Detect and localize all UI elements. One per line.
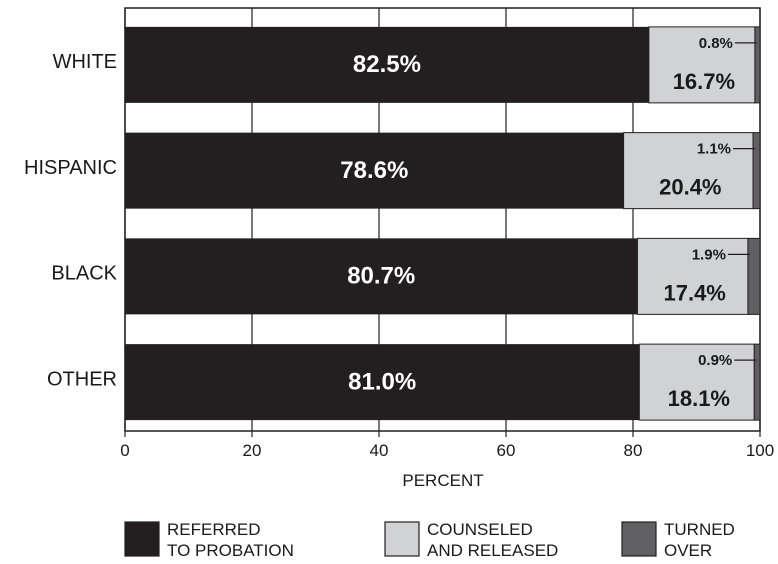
- category-labels: WHITE HISPANIC BLACK OTHER: [24, 51, 118, 390]
- legend-label: TURNED: [664, 520, 735, 539]
- x-tick-label: 20: [243, 441, 262, 460]
- x-tick-label: 100: [746, 441, 774, 460]
- x-tick-label: 40: [370, 441, 389, 460]
- x-tick-label: 60: [497, 441, 516, 460]
- data-label: 0.8%: [699, 35, 733, 52]
- category-label: HISPANIC: [24, 157, 117, 179]
- x-axis-title: PERCENT: [402, 471, 483, 490]
- category-label: OTHER: [47, 368, 117, 390]
- legend-swatch: [621, 521, 657, 557]
- legend-label: OVER: [664, 541, 712, 560]
- x-tick-label: 0: [120, 441, 129, 460]
- legend-swatch: [384, 521, 420, 557]
- legend-label: AND RELEASED: [427, 541, 558, 560]
- bar-segment: [125, 132, 624, 209]
- data-label: 1.9%: [692, 246, 726, 263]
- data-label: 16.7%: [673, 69, 735, 94]
- legend-swatch: [124, 521, 160, 557]
- bar-segment: [754, 26, 761, 104]
- data-label: 1.1%: [697, 141, 731, 158]
- bar-segment: [752, 132, 761, 210]
- x-tick-label: 80: [624, 441, 643, 460]
- bar-segment: [125, 238, 638, 315]
- legend-label: REFERRED: [167, 520, 261, 539]
- category-label: WHITE: [53, 51, 117, 73]
- bar-segment: [747, 237, 761, 315]
- bar-segment: [125, 26, 649, 103]
- data-label: 0.9%: [698, 352, 732, 369]
- category-label: BLACK: [51, 263, 117, 285]
- data-label: 81.0%: [348, 368, 416, 395]
- legend: REFERRED TO PROBATION COUNSELED AND RELEASE…: [124, 520, 735, 560]
- bar-segment: [623, 132, 754, 210]
- data-label: 80.7%: [347, 263, 415, 290]
- data-label: 78.6%: [340, 157, 408, 184]
- data-label: 18.1%: [668, 386, 730, 411]
- data-label: 17.4%: [663, 280, 725, 305]
- legend-label: TO PROBATION: [167, 541, 294, 560]
- legend-label: COUNSELED: [427, 520, 533, 539]
- data-label: 82.5%: [353, 51, 421, 78]
- data-label: 20.4%: [659, 175, 721, 200]
- bar-segment: [753, 343, 761, 421]
- bar-segment: [125, 344, 640, 421]
- x-axis: 0 20 40 60 80 100: [120, 431, 774, 460]
- bars: 82.5% 16.7% 0.8% 78.6% 20.4% 1.1% 80.7% 17.4% 1.…: [125, 26, 761, 421]
